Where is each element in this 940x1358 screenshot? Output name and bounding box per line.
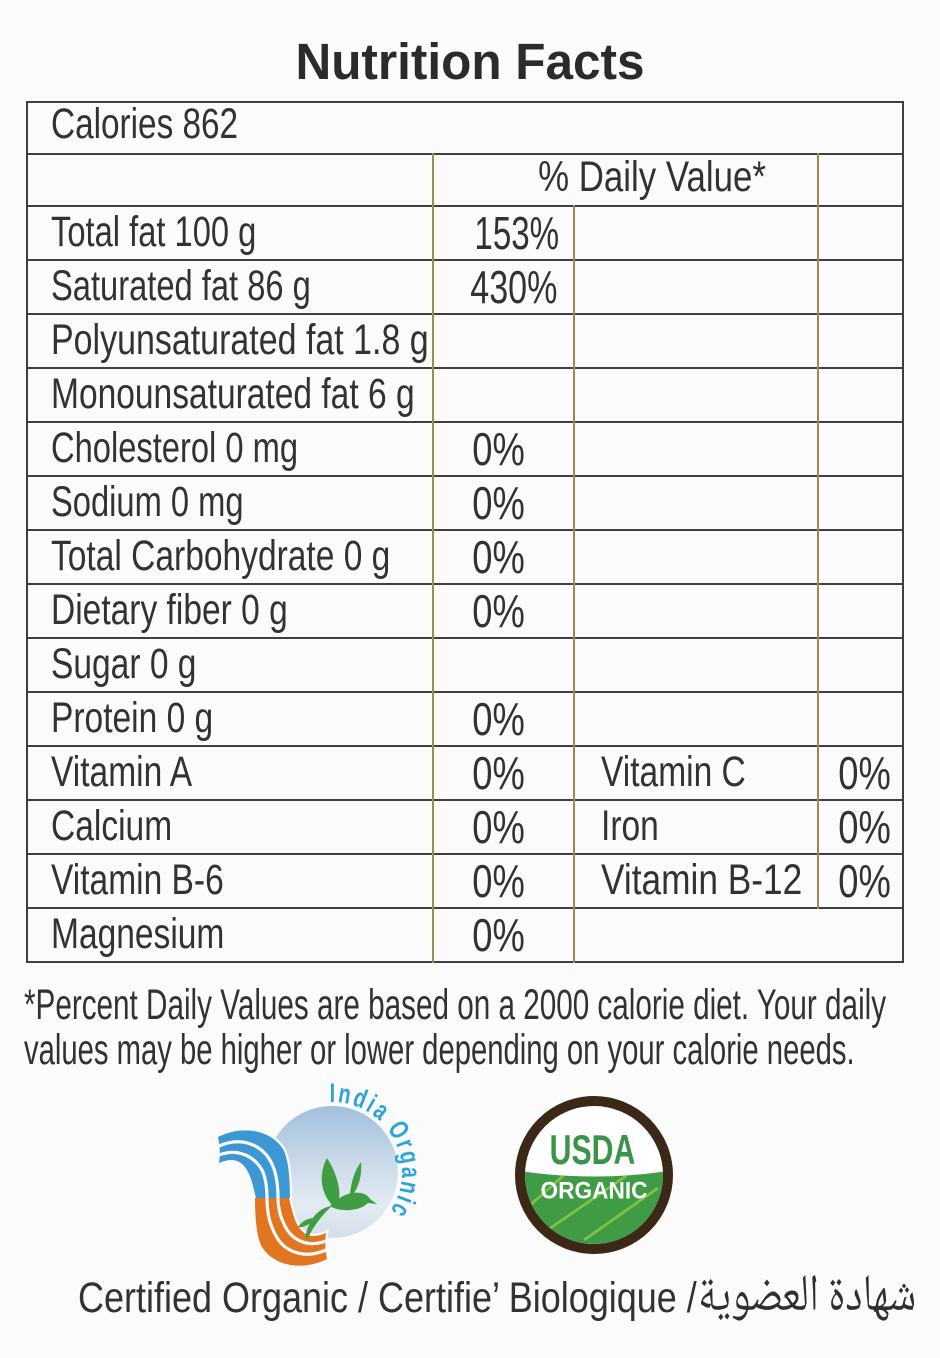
svg-text:a: a [395, 1167, 425, 1179]
svg-text:n: n [336, 1079, 353, 1110]
svg-text:g: g [393, 1148, 424, 1166]
svg-text:n: n [393, 1179, 425, 1197]
svg-text:USDA: USDA [550, 1126, 636, 1173]
svg-text:ORGANIC: ORGANIC [540, 1177, 647, 1204]
svg-text:I: I [330, 1079, 336, 1109]
